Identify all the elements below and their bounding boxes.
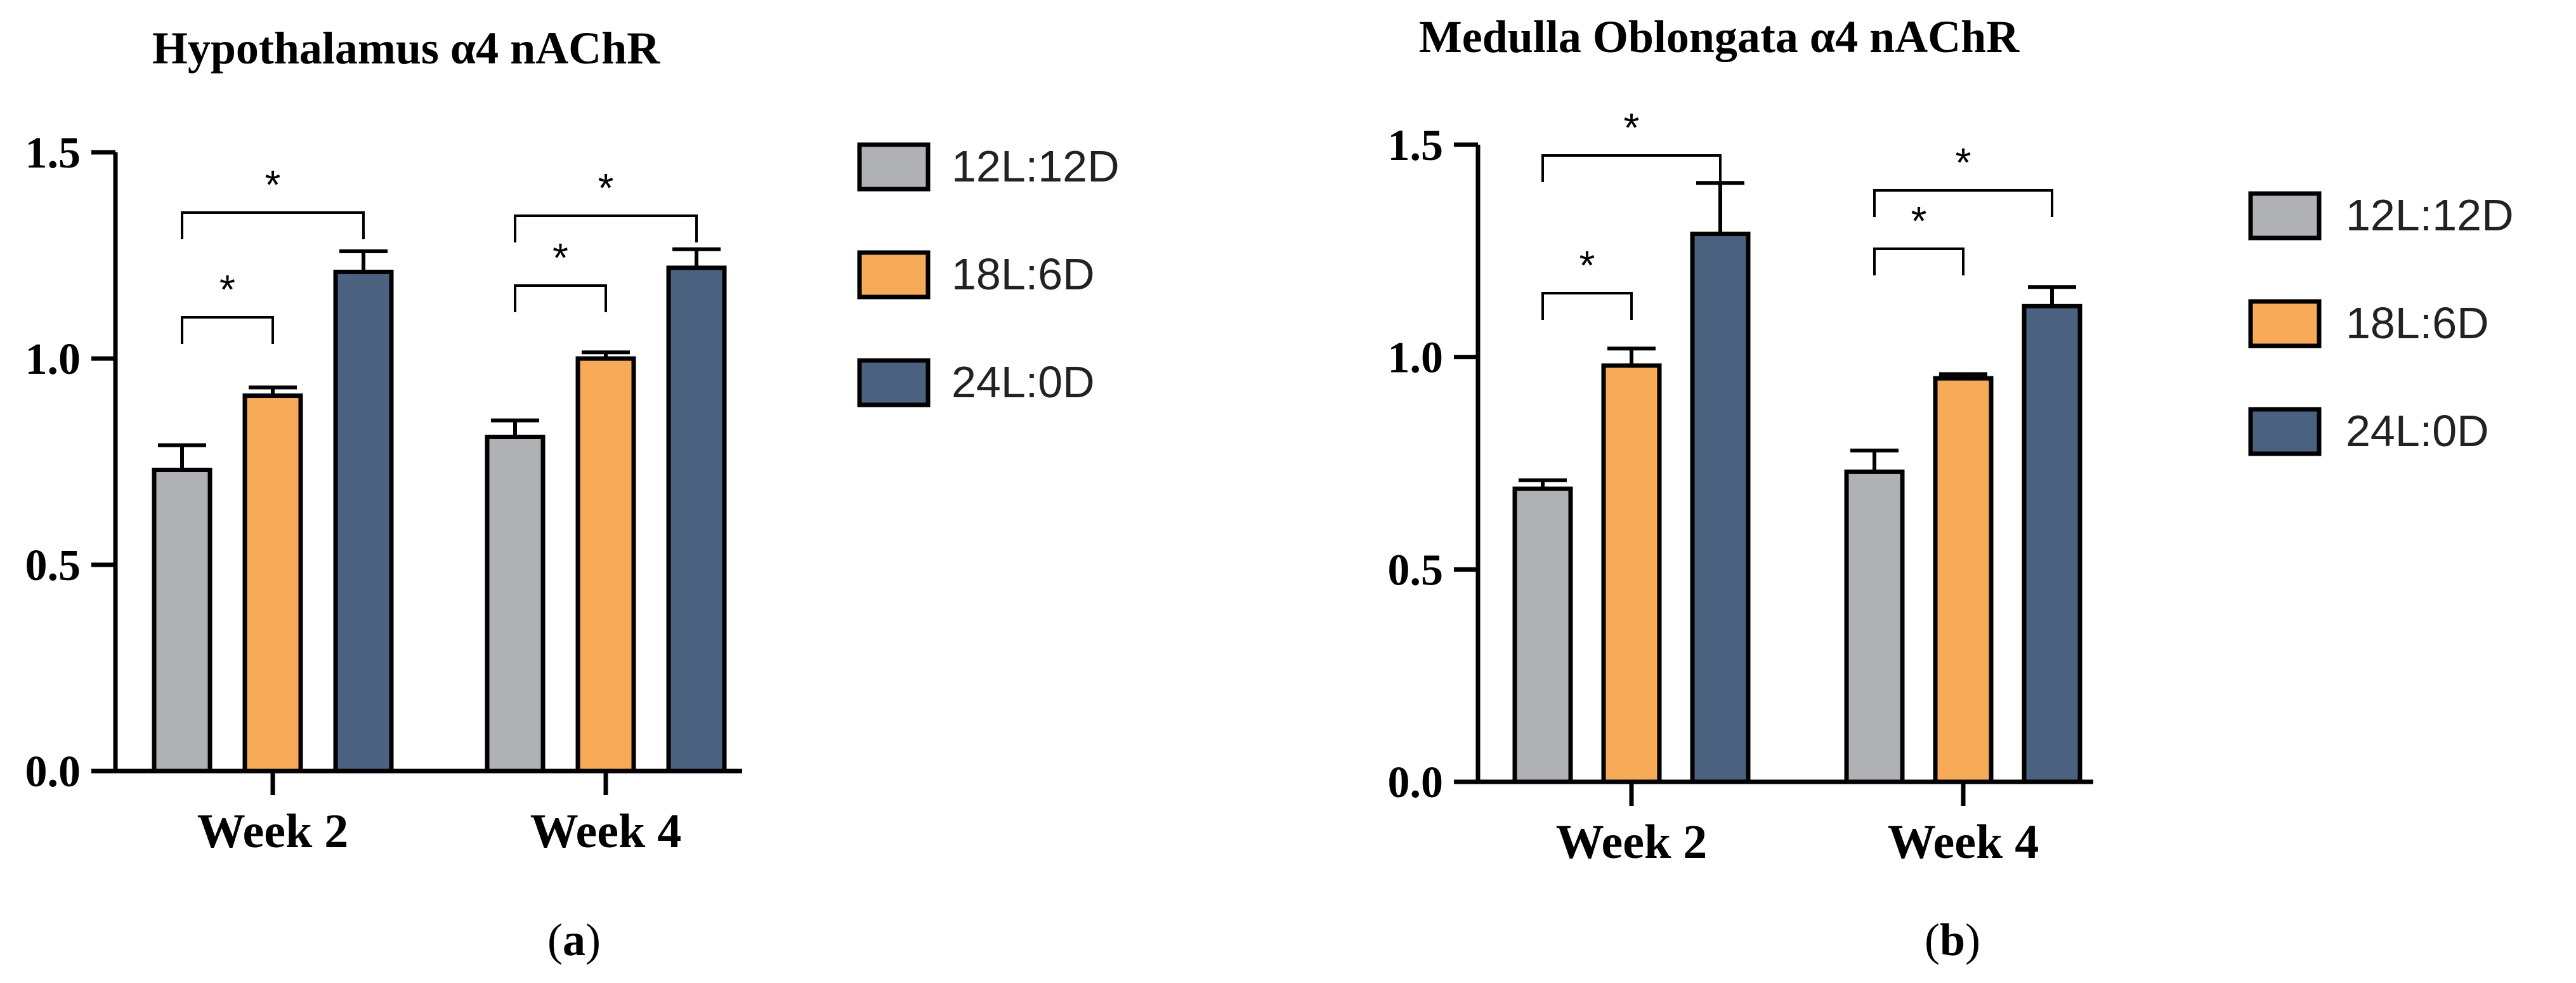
panel-a-plot: 0.0 0.5 1.0 1.5 Week 2 * * Week 4 * * xyxy=(25,129,742,858)
panel-a-bar xyxy=(575,356,636,774)
panel-a-significance-bracket xyxy=(514,284,607,312)
panel-a-label: (a) xyxy=(547,914,601,965)
panel-b-label: (b) xyxy=(1925,914,1980,965)
panel-b-bar xyxy=(2022,303,2082,784)
panel-a-legend-swatch xyxy=(857,358,931,407)
panel-b-category-label: Week 2 xyxy=(1556,815,1708,869)
panel-a-ytick-label: 1.0 xyxy=(25,335,81,384)
panel-a-ytick-label: 1.5 xyxy=(25,129,81,178)
panel-b-legend-label: 12L:12D xyxy=(2346,190,2514,240)
panel-b-significance-bracket xyxy=(1873,189,2053,217)
panel-b-bar xyxy=(1844,469,1905,784)
panel-a-bar xyxy=(485,435,546,774)
panel-b-plot: 0.0 0.5 1.0 1.5 Week 2 * * Week 4 * * xyxy=(1388,105,2093,869)
panel-b-legend: 12L:12D 18L:6D 24L:0D xyxy=(2248,190,2514,456)
panel-b-significance-bracket xyxy=(1541,292,1633,320)
panel-b-chart: Medulla Oblongata α4 nAChR 0.0 0.5 1.0 1.5 W… xyxy=(1388,11,2514,965)
panel-a-significance-bracket xyxy=(181,316,274,344)
panel-b-ytick-label: 1.0 xyxy=(1388,334,1444,383)
panel-b-significance-star: * xyxy=(1911,198,1927,244)
panel-b-significance-bracket xyxy=(1541,154,1722,182)
panel-a-legend-label: 18L:6D xyxy=(951,249,1095,299)
panel-a-ytick-label: 0.5 xyxy=(25,541,81,590)
panel-a-significance-bracket xyxy=(181,211,365,239)
panel-a-bar xyxy=(666,265,727,774)
panel-b-legend-swatch xyxy=(2248,407,2322,456)
panel-a-significance-star: * xyxy=(552,235,568,280)
panel-b-legend-label: 18L:6D xyxy=(2346,298,2489,348)
panel-a-ytick-label: 0.0 xyxy=(25,748,81,796)
panel-a-legend-swatch xyxy=(857,250,931,300)
panel-a-significance-star: * xyxy=(598,165,614,211)
panel-b-category-label: Week 4 xyxy=(1888,815,2039,869)
panel-a-chart: Hypothalamus α4 nAChR 0.0 0.5 1.0 1.5 Week 2… xyxy=(25,23,1120,965)
panel-a-bar xyxy=(333,270,394,774)
panel-a-category-label: Week 4 xyxy=(530,805,682,858)
panel-b-significance-star: * xyxy=(1579,242,1595,288)
panel-b-significance-star: * xyxy=(1956,140,1971,185)
panel-a-legend-label: 12L:12D xyxy=(951,142,1120,191)
panel-a-title: Hypothalamus α4 nAChR xyxy=(152,23,660,74)
panel-b-legend-swatch xyxy=(2248,191,2322,241)
panel-a-bar xyxy=(242,393,303,774)
panel-a-category-label: Week 2 xyxy=(197,805,349,858)
panel-b-significance-bracket xyxy=(1873,247,1965,275)
panel-b-bar xyxy=(1601,363,1662,784)
panel-a-legend-label: 24L:0D xyxy=(951,357,1095,407)
panel-b-bar xyxy=(1512,486,1573,784)
panel-b-significance-star: * xyxy=(1624,105,1640,150)
panel-a-bar xyxy=(152,468,212,774)
panel-b-title: Medulla Oblongata α4 nAChR xyxy=(1419,11,2020,62)
panel-b-bar xyxy=(1690,232,1751,784)
panel-a-significance-star: * xyxy=(265,162,281,208)
panel-b-legend-label: 24L:0D xyxy=(2346,406,2489,456)
panel-b-ytick-label: 0.5 xyxy=(1388,546,1444,595)
panel-b-legend-swatch xyxy=(2248,299,2322,348)
panel-a-significance-star: * xyxy=(219,267,235,312)
panel-a-legend: 12L:12D 18L:6D 24L:0D xyxy=(857,142,1120,407)
panel-b-ytick-label: 1.5 xyxy=(1388,121,1444,170)
panel-b-ytick-label: 0.0 xyxy=(1388,758,1444,807)
panel-a-legend-swatch xyxy=(857,142,931,192)
panel-a-significance-bracket xyxy=(514,214,698,242)
panel-b-bar xyxy=(1933,376,1994,784)
